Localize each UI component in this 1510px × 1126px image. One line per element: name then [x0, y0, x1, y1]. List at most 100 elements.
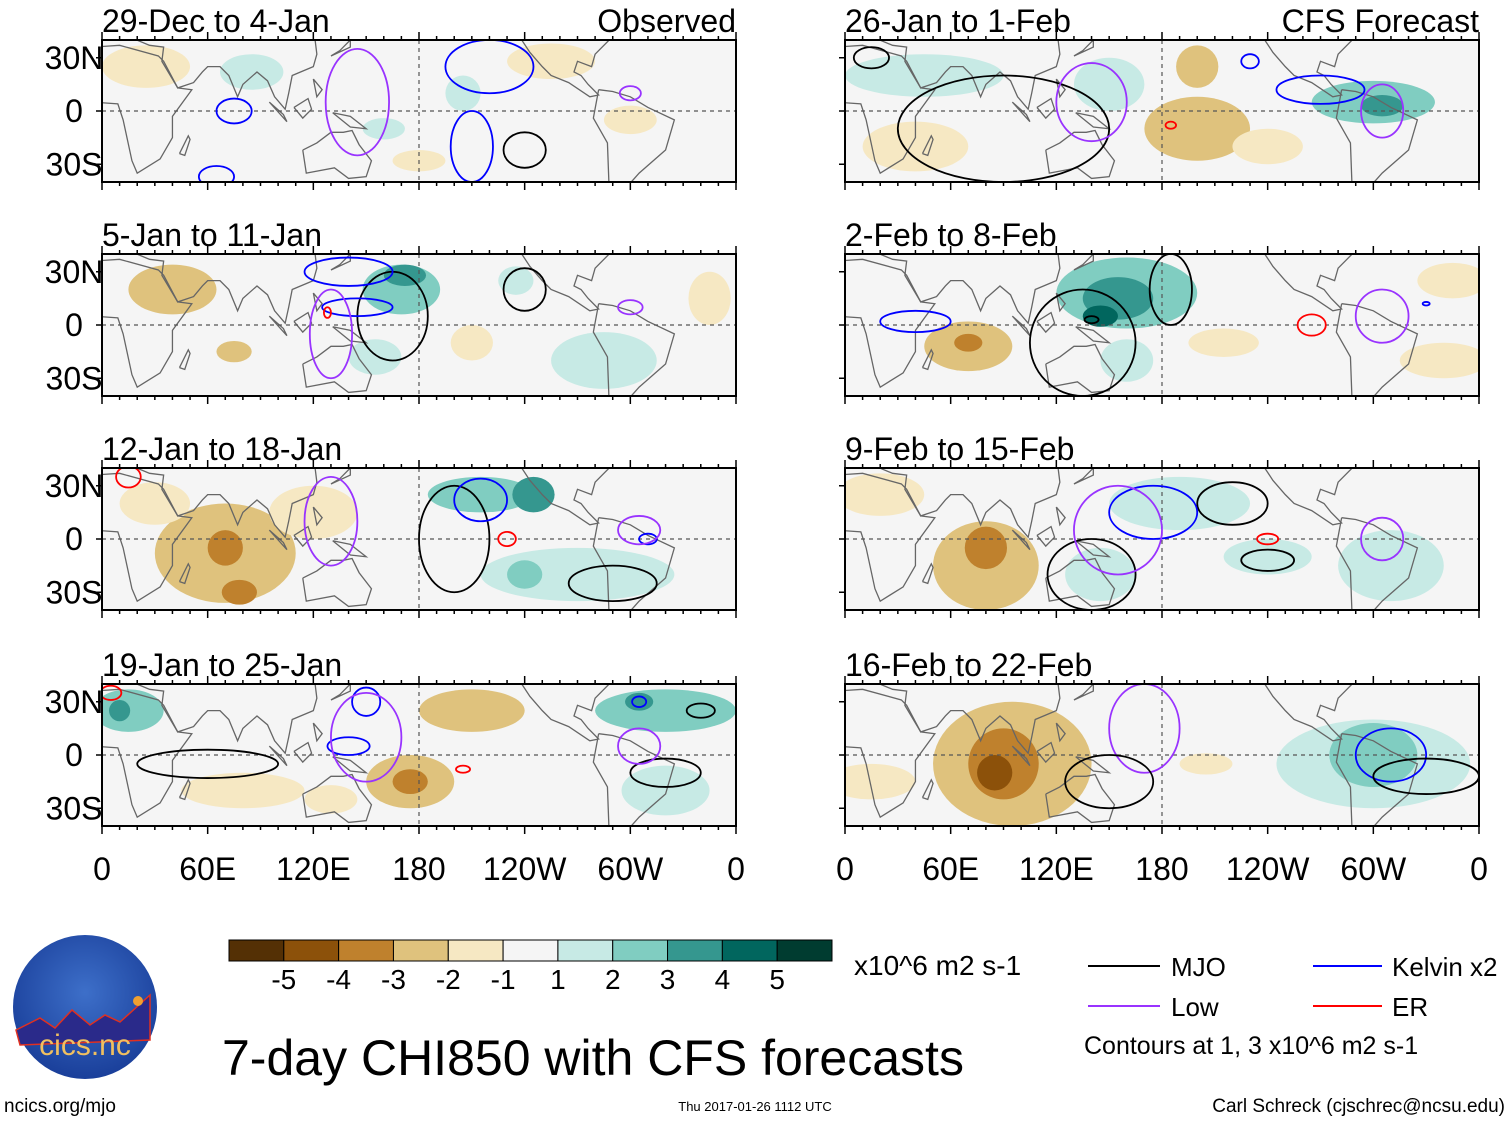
mjo-contour	[1240, 548, 1295, 572]
colorbar-cell	[776, 939, 833, 962]
anomaly-shading	[688, 271, 731, 325]
anomaly-shading	[109, 699, 131, 722]
panel-title: 9-Feb to 15-Feb	[845, 431, 1074, 467]
anomaly-shading	[603, 105, 657, 135]
coastline	[102, 468, 318, 539]
coastline	[1335, 733, 1419, 826]
map-panel: 2-Feb to 8-Feb	[839, 217, 1480, 404]
anomaly-shading	[498, 266, 534, 295]
anomaly-shading	[954, 333, 983, 352]
er-contour	[322, 306, 332, 319]
anomaly-shading	[128, 264, 217, 315]
er-contour	[1164, 120, 1177, 130]
coastline	[845, 254, 1061, 325]
lon-tick-label: 0	[1470, 851, 1488, 887]
anomaly-shading	[1399, 342, 1479, 379]
er-contour	[497, 531, 517, 548]
coastline	[302, 343, 373, 394]
coastline	[330, 40, 351, 57]
colorbar-cell	[612, 939, 669, 962]
coastline	[520, 468, 611, 526]
panel-title: 19-Jan to 25-Jan	[102, 647, 342, 683]
panel-kind-label: Observed	[597, 3, 736, 39]
colorbar-cell	[721, 939, 778, 962]
coastline	[312, 722, 323, 743]
site-url[interactable]: ncics.org/mjo	[4, 1096, 116, 1117]
coastline	[1075, 540, 1112, 558]
cics-logo: cics.nc	[13, 935, 157, 1079]
anomaly-shading	[392, 769, 428, 795]
mjo-contour	[629, 757, 702, 788]
coastline	[102, 254, 318, 325]
anomaly-shading	[1361, 95, 1404, 117]
kelvin-contour	[1240, 53, 1260, 70]
anomaly-shading	[621, 765, 710, 816]
anomaly-shading	[1176, 45, 1219, 88]
anomaly-shading	[269, 485, 358, 539]
lat-tick-label: 30S	[46, 360, 103, 396]
coastline	[312, 506, 323, 527]
anomaly-shading	[445, 75, 481, 111]
coastline	[845, 468, 1061, 539]
coastline	[1075, 326, 1112, 344]
coastline	[178, 348, 191, 371]
colorbar-label: 2	[605, 964, 621, 995]
coastline	[845, 472, 936, 603]
mjo-contour	[852, 46, 890, 70]
anomaly-shading	[1232, 128, 1303, 165]
coastline	[178, 778, 191, 801]
coastline	[1045, 343, 1116, 394]
low-contour	[618, 85, 642, 102]
low-contour	[1360, 83, 1405, 139]
lon-tick-label: 120W	[1226, 851, 1310, 887]
colorbar-label: 4	[715, 964, 731, 995]
lon-tick-label: 60W	[597, 851, 664, 887]
coastline	[312, 78, 323, 99]
lat-tick-label: 0	[65, 93, 83, 129]
colorbar-label: 1	[550, 964, 566, 995]
coastline	[1011, 529, 1031, 551]
anomaly-shading	[1188, 328, 1259, 357]
lon-tick-label: 120E	[1019, 851, 1094, 887]
coastline	[1045, 557, 1116, 608]
coastline	[330, 468, 351, 485]
colorbar-cell	[502, 939, 559, 962]
mjo-contour	[896, 74, 1111, 182]
anomaly-shading	[181, 772, 305, 809]
kelvin-contour	[197, 165, 235, 182]
anomaly-shading	[1065, 547, 1136, 602]
anomaly-shading	[845, 54, 1004, 97]
coastline	[1335, 517, 1419, 610]
anomaly-shading	[362, 118, 405, 140]
lat-tick-label: 30S	[46, 790, 103, 826]
lat-tick-label: 0	[65, 307, 83, 343]
coastline	[302, 557, 373, 608]
map-panel: 9-Feb to 15-Feb	[839, 431, 1480, 618]
lon-tick-label: 60E	[922, 851, 979, 887]
panel-title: 26-Jan to 1-Feb	[845, 3, 1071, 39]
coastline	[102, 40, 318, 111]
coastline	[268, 745, 288, 767]
coastline	[102, 688, 193, 819]
anomaly-shading	[1417, 262, 1479, 299]
map-panel: 26-Jan to 1-Feb CFS Forecast	[839, 3, 1480, 190]
low-contour	[1055, 62, 1128, 143]
mjo-contour	[136, 748, 280, 779]
mjo-contour	[1148, 254, 1193, 326]
legend-label-mjo: MJO	[1171, 952, 1226, 982]
colorbar-units: x10^6 m2 s-1	[854, 950, 1021, 981]
lon-tick-label: 0	[727, 851, 745, 887]
mjo-contour	[1064, 754, 1155, 810]
colorbar-cell	[447, 939, 504, 962]
coastline	[592, 517, 676, 610]
anomaly-shading	[119, 482, 191, 525]
kelvin-contour	[1354, 727, 1428, 783]
coastline	[1036, 741, 1056, 764]
panel-title: 2-Feb to 8-Feb	[845, 217, 1057, 253]
coastline	[592, 733, 676, 826]
coastline	[1073, 254, 1094, 271]
anomaly-shading	[1144, 96, 1251, 161]
